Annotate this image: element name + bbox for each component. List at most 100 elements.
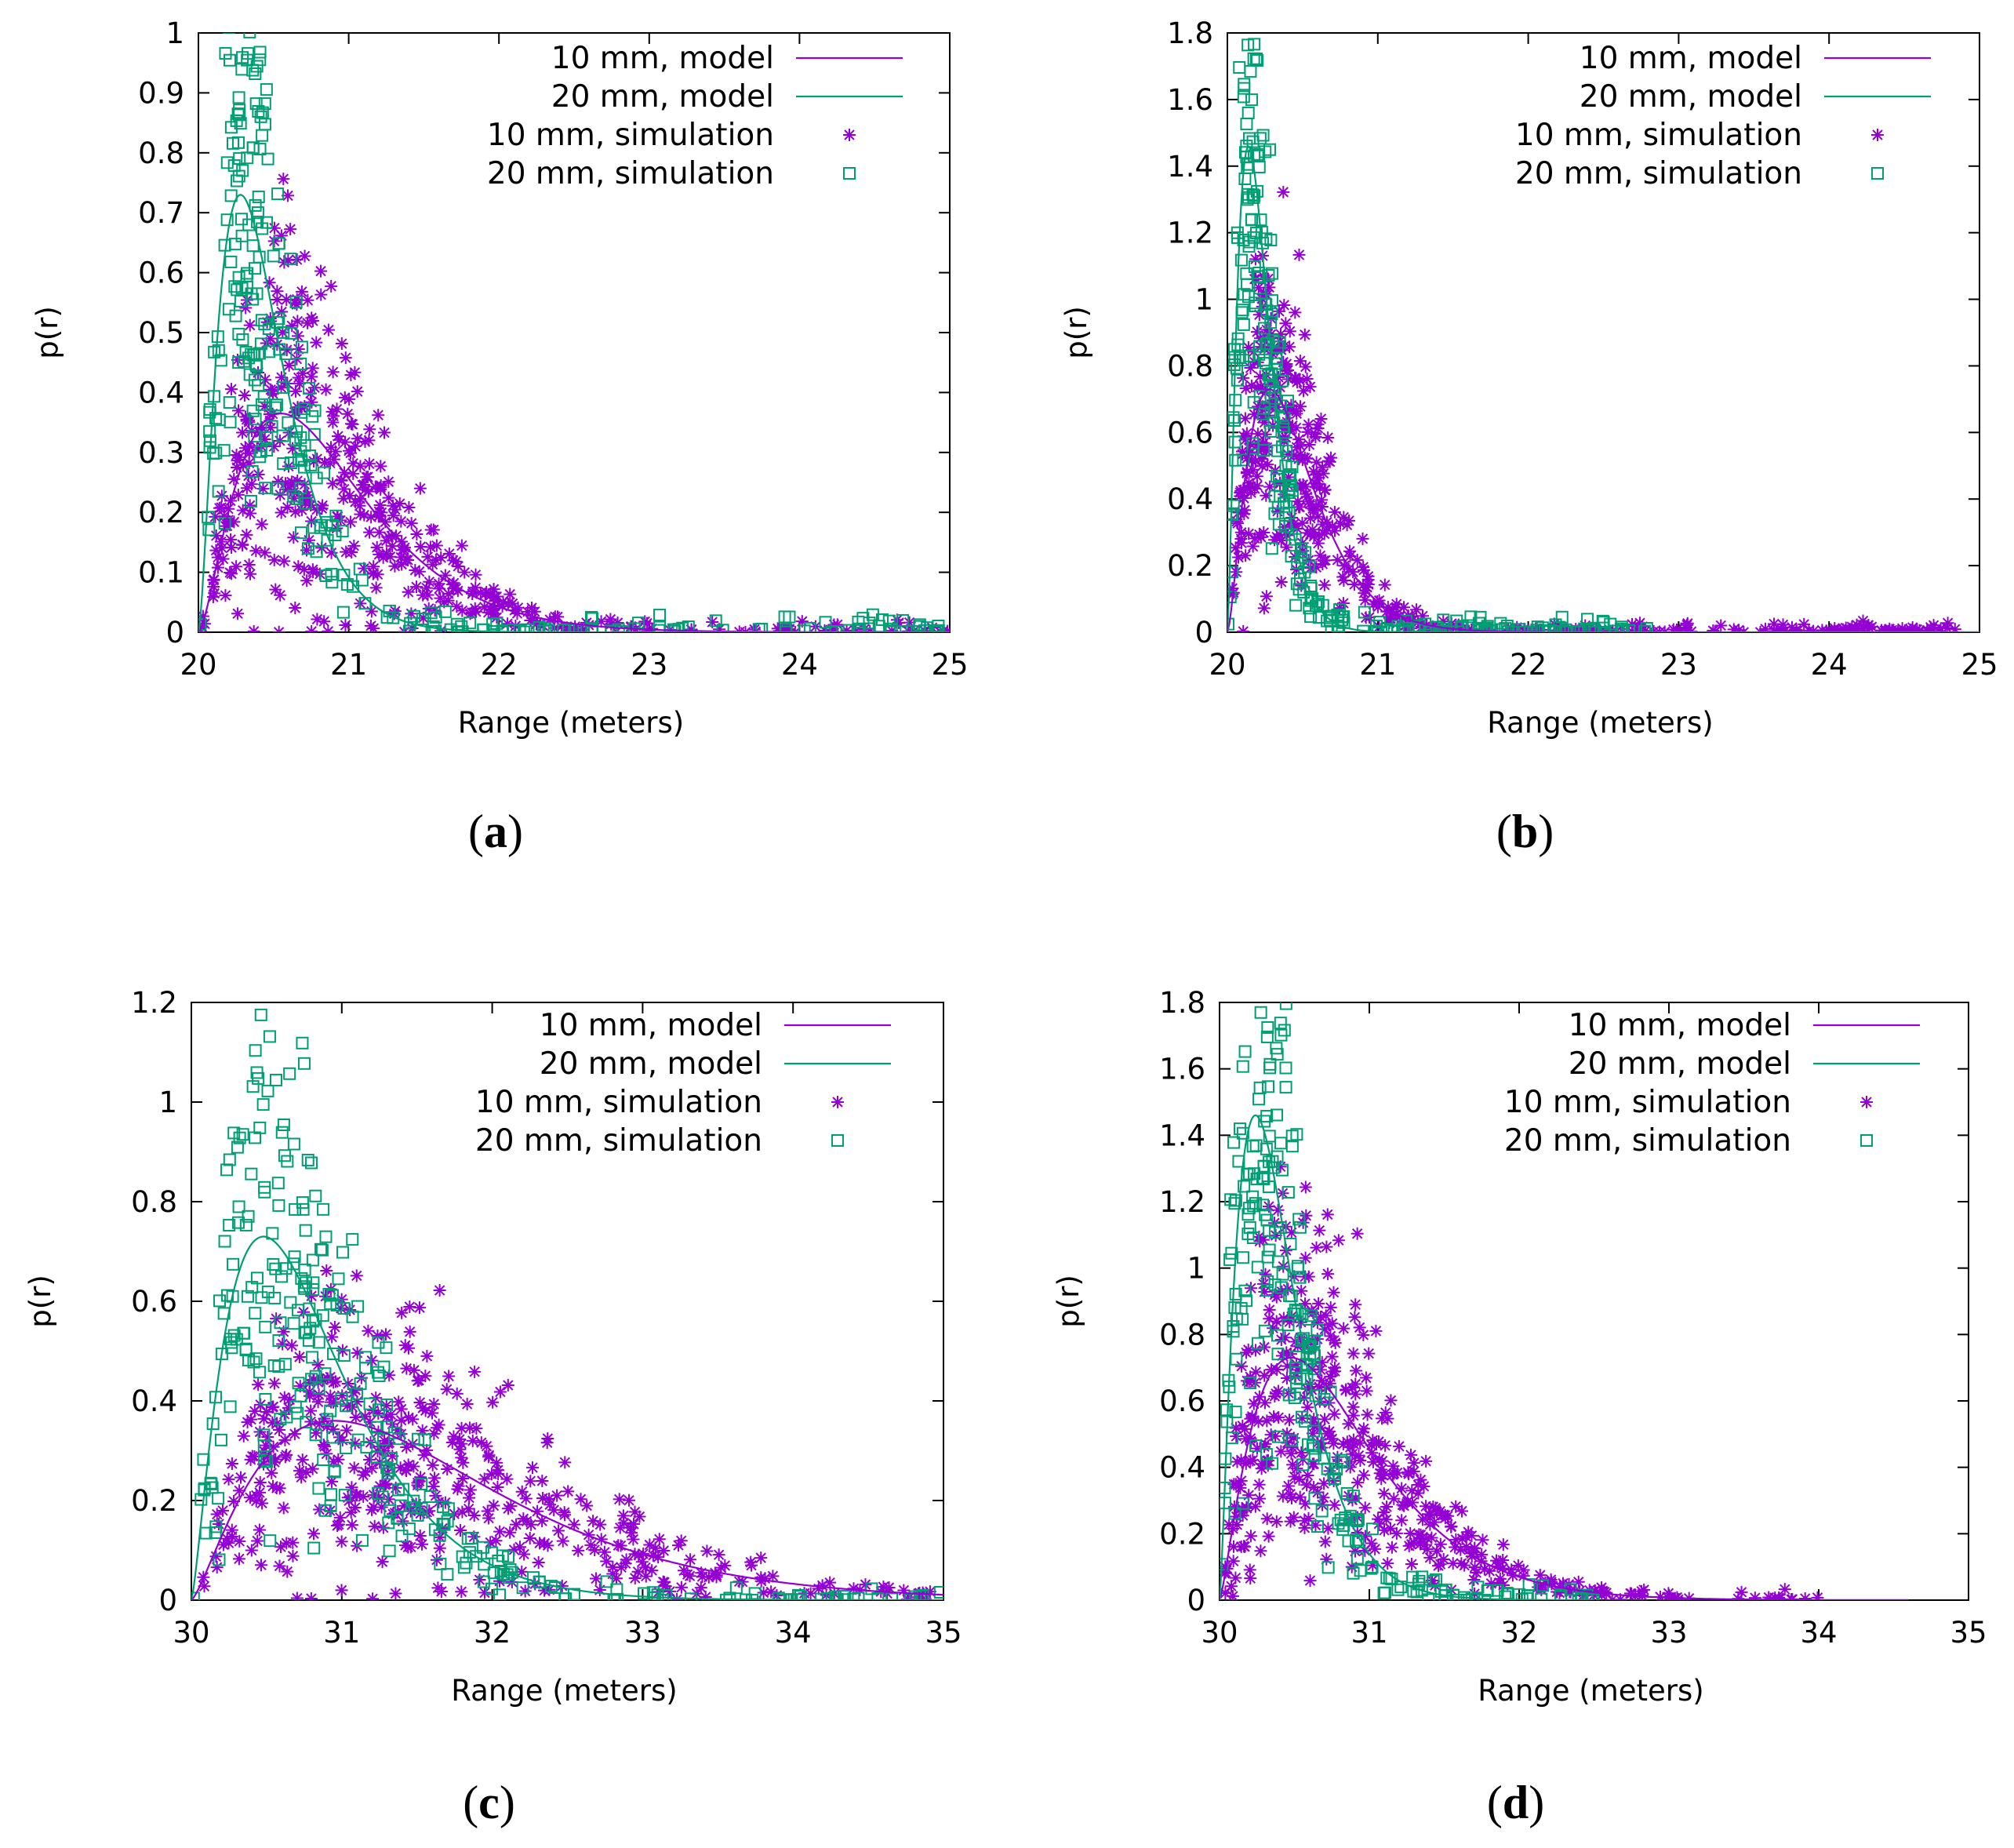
point-20mm-simulation — [1253, 1081, 1267, 1094]
point-10mm-simulation — [307, 566, 320, 579]
point-10mm-simulation — [231, 460, 244, 474]
point-10mm-simulation — [380, 534, 393, 547]
point-10mm-simulation — [292, 343, 305, 356]
point-10mm-simulation — [1331, 553, 1344, 566]
point-10mm-simulation — [325, 1475, 339, 1488]
point-20mm-simulation — [1233, 1122, 1246, 1136]
point-10mm-simulation — [1454, 1543, 1467, 1556]
point-20mm-simulation — [772, 1592, 785, 1600]
point-10mm-simulation — [344, 369, 358, 382]
point-10mm-simulation — [1376, 1454, 1389, 1468]
point-20mm-simulation — [239, 1344, 253, 1357]
point-20mm-simulation — [360, 1441, 373, 1454]
point-20mm-simulation — [328, 1465, 341, 1479]
point-20mm-simulation — [1554, 1590, 1568, 1600]
point-20mm-simulation — [245, 1167, 258, 1180]
point-10mm-simulation — [267, 1479, 280, 1493]
legend-label: 10 mm, simulation — [475, 1085, 762, 1120]
point-20mm-simulation — [320, 1413, 333, 1426]
point-10mm-simulation — [1285, 1441, 1299, 1454]
legend-label: 20 mm, model — [1580, 79, 1802, 115]
point-20mm-simulation — [329, 509, 343, 522]
point-20mm-simulation — [287, 489, 300, 503]
point-20mm-simulation — [1229, 1194, 1242, 1207]
point-10mm-simulation — [1227, 582, 1239, 595]
point-10mm-simulation — [1347, 566, 1360, 579]
point-20mm-simulation — [237, 1326, 250, 1340]
point-20mm-simulation — [314, 521, 327, 534]
point-10mm-simulation — [358, 562, 371, 575]
point-20mm-simulation — [477, 1541, 490, 1554]
point-10mm-simulation — [1236, 1419, 1249, 1432]
point-10mm-simulation — [318, 1412, 331, 1425]
point-20mm-simulation — [222, 303, 235, 316]
point-20mm-simulation — [1260, 1110, 1274, 1123]
point-10mm-simulation — [1227, 1555, 1240, 1568]
point-10mm-simulation — [275, 305, 289, 318]
point-10mm-simulation — [671, 1592, 684, 1600]
point-20mm-simulation — [883, 624, 896, 632]
point-10mm-simulation — [290, 298, 304, 311]
point-10mm-simulation — [210, 1508, 224, 1521]
point-20mm-simulation — [307, 1283, 320, 1297]
point-10mm-simulation — [255, 420, 268, 434]
point-20mm-simulation — [303, 382, 316, 395]
point-10mm-simulation — [543, 1493, 556, 1505]
point-10mm-simulation — [1231, 517, 1245, 530]
point-10mm-simulation — [1505, 1563, 1518, 1577]
point-10mm-simulation — [367, 566, 380, 580]
point-20mm-simulation — [1300, 1372, 1314, 1385]
point-10mm-simulation — [702, 1570, 715, 1584]
point-10mm-simulation — [1376, 1412, 1389, 1425]
point-20mm-simulation — [1236, 304, 1249, 317]
point-20mm-simulation — [312, 1482, 325, 1495]
y-tick-label: 0 — [1194, 616, 1213, 649]
point-10mm-simulation — [417, 1449, 431, 1462]
point-20mm-simulation — [235, 229, 249, 242]
point-20mm-simulation — [612, 623, 625, 632]
point-20mm-simulation — [1249, 1139, 1263, 1152]
point-10mm-simulation — [1557, 1577, 1570, 1590]
point-20mm-simulation — [1227, 566, 1239, 579]
point-10mm-simulation — [271, 475, 285, 488]
point-10mm-simulation — [1298, 328, 1311, 341]
point-10mm-simulation — [1235, 1359, 1249, 1373]
point-10mm-simulation — [232, 404, 245, 417]
point-10mm-simulation — [491, 1464, 504, 1477]
point-10mm-simulation — [1239, 382, 1252, 395]
point-10mm-simulation — [1837, 623, 1850, 632]
point-20mm-simulation — [232, 169, 245, 183]
point-20mm-simulation — [249, 1131, 262, 1144]
point-10mm-simulation — [242, 469, 255, 482]
point-20mm-simulation — [225, 1341, 238, 1355]
point-10mm-simulation — [1282, 471, 1296, 484]
x-tick-label: 32 — [1500, 1616, 1537, 1650]
point-10mm-simulation — [1545, 1577, 1558, 1591]
point-10mm-simulation — [378, 426, 391, 439]
point-20mm-simulation — [429, 610, 442, 624]
point-10mm-simulation — [496, 599, 509, 613]
point-20mm-simulation — [337, 1302, 351, 1315]
point-10mm-simulation — [281, 500, 294, 514]
x-tick-label: 20 — [1209, 648, 1245, 682]
point-10mm-simulation — [301, 293, 314, 307]
point-20mm-simulation — [231, 107, 245, 121]
point-20mm-simulation — [1274, 1220, 1287, 1234]
point-10mm-simulation — [399, 1464, 413, 1477]
point-10mm-simulation — [765, 1585, 778, 1599]
point-10mm-simulation — [242, 413, 256, 427]
y-tick-label: 0.1 — [138, 556, 184, 590]
point-10mm-simulation — [260, 1406, 273, 1419]
point-20mm-simulation — [246, 293, 260, 306]
y-tick-label: 0.3 — [138, 436, 184, 470]
point-10mm-simulation — [363, 526, 376, 539]
legend-square-swatch — [1860, 1134, 1873, 1147]
point-10mm-simulation — [1347, 1400, 1360, 1413]
point-10mm-simulation — [233, 1534, 246, 1548]
series-20mm-model-line — [198, 194, 950, 632]
point-10mm-simulation — [266, 387, 279, 400]
point-10mm-simulation — [424, 523, 438, 537]
point-10mm-simulation — [1299, 1251, 1312, 1264]
point-10mm-simulation — [1625, 1587, 1638, 1600]
point-20mm-simulation — [254, 1008, 267, 1021]
